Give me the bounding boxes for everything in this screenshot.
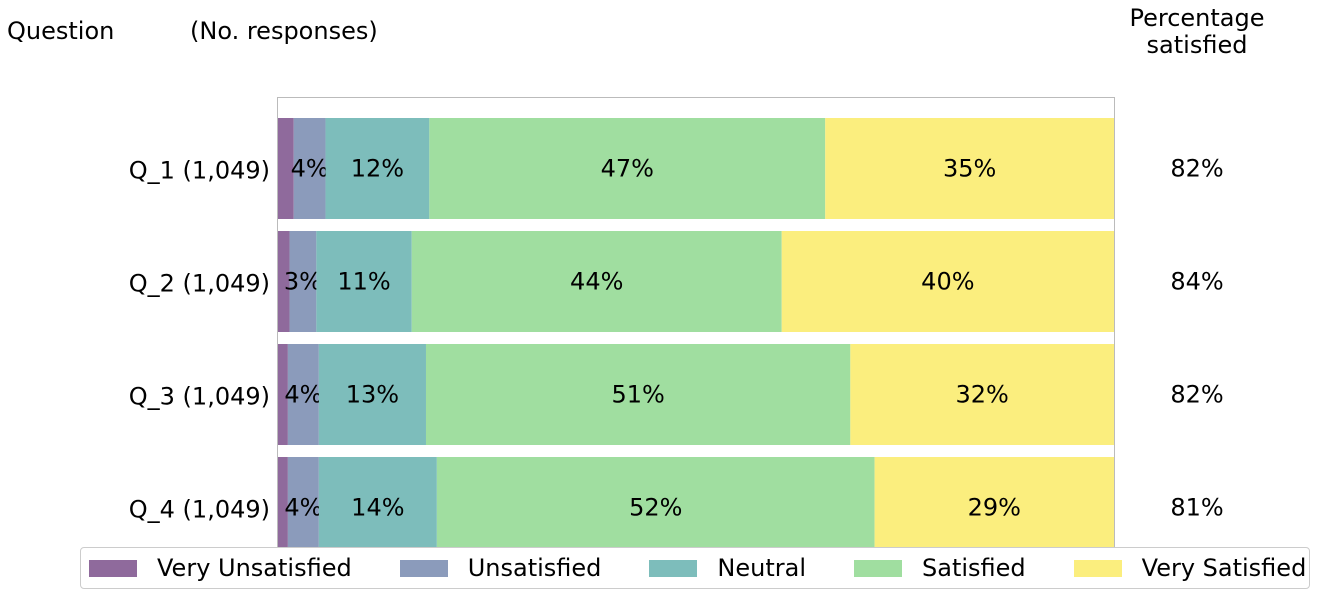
legend-item: Satisfied	[854, 554, 1026, 582]
bars-group: 4% 12% 47% 35% Q_1 (1,049) 82% 3% 11% 44% 40% Q_2 …	[129, 118, 1224, 558]
bar-segment	[293, 118, 326, 219]
bar-data-label: 3%	[284, 268, 322, 296]
bar-data-label: 44%	[570, 268, 623, 296]
percentage-satisfied-value: 84%	[1170, 268, 1223, 296]
bar-segment	[277, 457, 288, 558]
bar-segment	[850, 344, 1114, 445]
legend-item: Very Unsatisfied	[89, 554, 352, 582]
legend-item: Neutral	[649, 554, 806, 582]
legend-swatch	[649, 559, 698, 577]
bar-data-label: 14%	[351, 494, 404, 522]
bar-data-label: 13%	[346, 381, 399, 409]
bar-segment	[318, 457, 437, 558]
bar-segment	[411, 231, 782, 332]
bar-data-label: 35%	[943, 155, 996, 183]
bar-segment	[316, 231, 412, 332]
bar-segment	[287, 457, 319, 558]
bar-segment	[425, 344, 851, 445]
bar-data-label: 51%	[611, 381, 664, 409]
category-label: Q_2 (1,049)	[129, 270, 270, 298]
category-label: Q_3 (1,049)	[129, 383, 270, 411]
bar-segment	[277, 118, 294, 219]
bar-data-label: 11%	[337, 268, 390, 296]
legend-item: Very Satisfied	[1073, 554, 1307, 582]
legend-swatch	[854, 559, 902, 577]
percentage-satisfied-value: 82%	[1170, 381, 1223, 409]
question-column-header: Question	[7, 17, 115, 45]
bar-data-label: 12%	[351, 155, 404, 183]
legend-label: Very Unsatisfied	[157, 554, 352, 582]
bar-segment	[874, 457, 1114, 558]
category-label: Q_4 (1,049)	[129, 496, 270, 524]
responses-column-header: (No. responses)	[190, 17, 378, 45]
legend-item: Unsatisfied	[399, 554, 602, 582]
bar-data-label: 40%	[921, 268, 974, 296]
bar-data-label: 4%	[291, 155, 329, 183]
legend-swatch	[399, 559, 448, 577]
percentage-satisfied-value: 81%	[1170, 494, 1223, 522]
percentage-satisfied-value: 82%	[1170, 155, 1223, 183]
legend-label: Neutral	[717, 554, 806, 582]
bar-data-label: 4%	[284, 494, 322, 522]
bar-data-label: 52%	[629, 494, 682, 522]
percentage-header-line: Percentage	[1129, 4, 1265, 32]
bar-segment	[429, 118, 826, 219]
bar-segment	[325, 118, 430, 219]
legend-swatch	[1073, 559, 1122, 577]
bar-segment	[781, 231, 1114, 332]
bar-segment	[436, 457, 875, 558]
percentage-header-line: satisfied	[1146, 31, 1248, 59]
bar-segment	[318, 344, 426, 445]
legend-label: Unsatisfied	[467, 554, 602, 582]
bar-segment	[287, 344, 319, 445]
category-label: Q_1 (1,049)	[129, 157, 270, 185]
bar-data-label: 4%	[284, 381, 322, 409]
legend-label: Very Satisfied	[1141, 554, 1307, 582]
bar-segment	[289, 231, 317, 332]
bar-segment	[277, 231, 290, 332]
bar-segment	[825, 118, 1114, 219]
bar-data-label: 47%	[601, 155, 654, 183]
bar-data-label: 32%	[956, 381, 1009, 409]
percentage-satisfied-header: Percentage satisfied	[1112, 5, 1282, 59]
bar-data-label: 29%	[968, 494, 1021, 522]
bar-segment	[277, 344, 288, 445]
legend-swatch	[89, 559, 137, 577]
legend: Very Unsatisfied Unsatisfied Neutral Satisf…	[80, 547, 1310, 589]
legend-label: Satisfied	[922, 554, 1026, 582]
